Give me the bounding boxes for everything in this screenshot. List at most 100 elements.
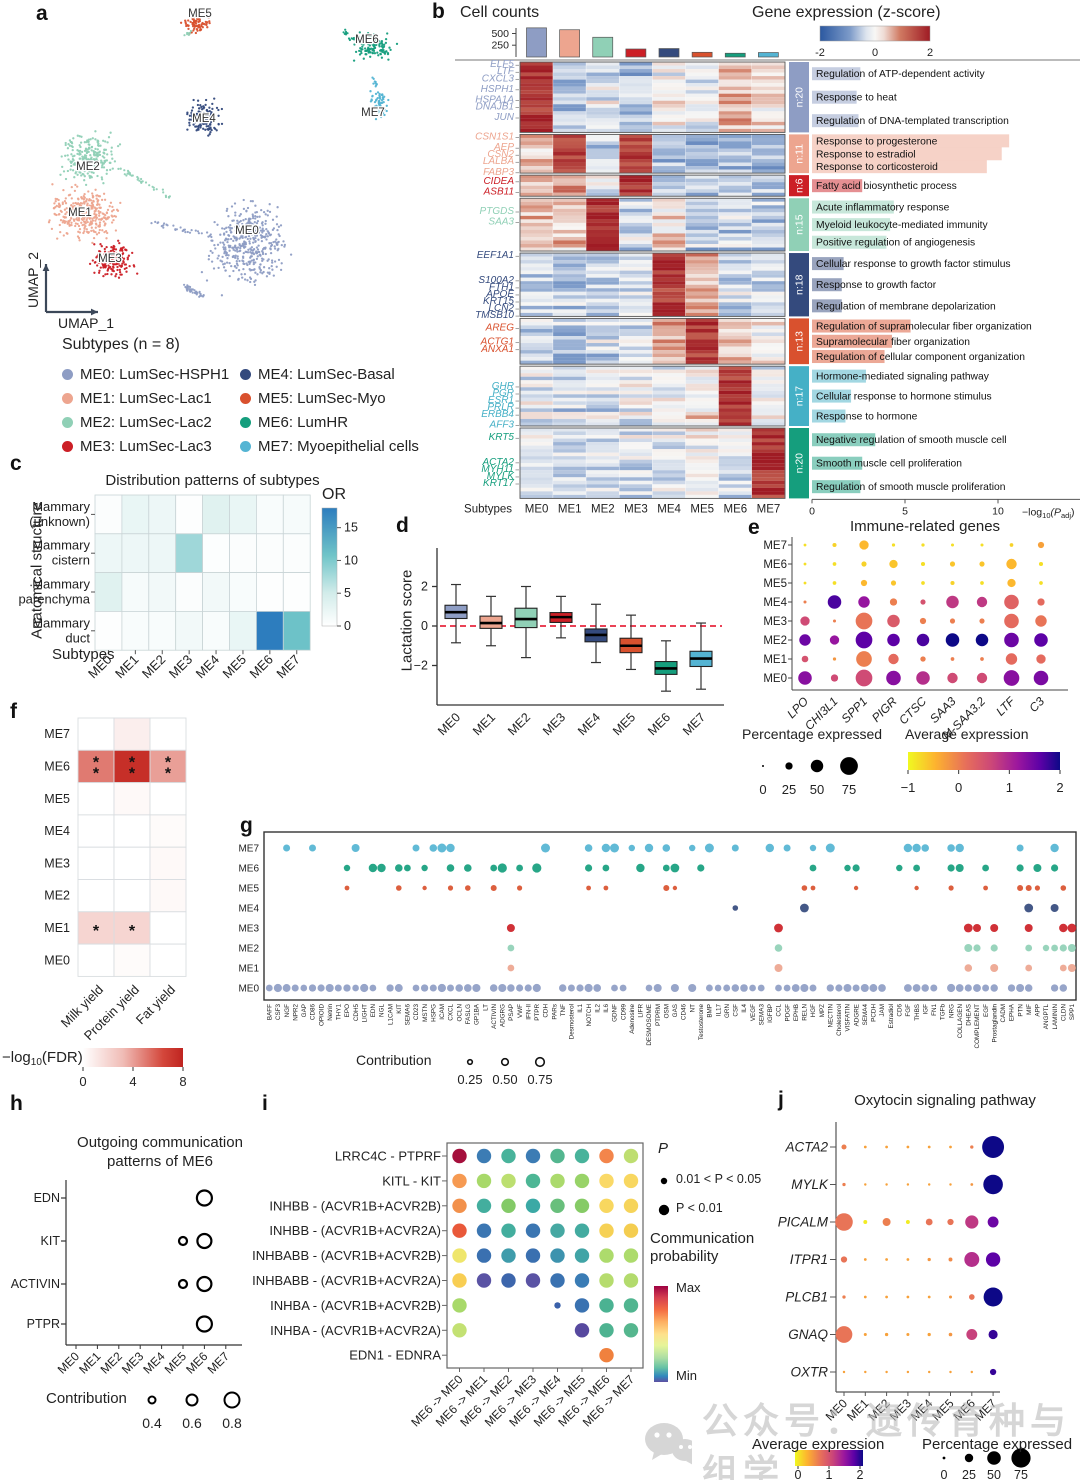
gene-col-label: CTSC bbox=[896, 694, 929, 727]
gene-label: S100A2 bbox=[478, 275, 514, 286]
me-col-label-j: ME2 bbox=[865, 1396, 893, 1424]
oxytocin-expression-dot bbox=[835, 1326, 853, 1343]
anatomy-row-label: Mammary bbox=[32, 538, 90, 553]
oxytocin-expression-dot bbox=[885, 1295, 888, 1299]
pathway-col-label: HSPG bbox=[430, 1004, 437, 1022]
oxytocin-expression-dot bbox=[906, 1258, 910, 1261]
contribution-dot bbox=[775, 984, 782, 992]
svg-text:ME7: ME7 bbox=[757, 503, 781, 515]
expression-dot bbox=[920, 599, 926, 605]
go-term-bar bbox=[812, 160, 987, 174]
contribution-dot bbox=[447, 885, 454, 891]
subtype-legend: Subtypes (n = 8) ME0: LumSec-HSPH1 ME1: L… bbox=[62, 336, 622, 458]
outgoing-contribution-dot bbox=[195, 1315, 213, 1333]
gene-label: HSPA1A bbox=[475, 94, 514, 105]
expression-dot bbox=[1007, 578, 1016, 588]
lr-pair-label: EDN1 - EDNRA bbox=[349, 1348, 441, 1363]
oxytocin-expression-dot bbox=[964, 1252, 980, 1267]
pattern-row-label: ACTIVIN bbox=[11, 1277, 60, 1291]
gene-label: CSN2 bbox=[487, 149, 514, 160]
oxytocin-expression-dot bbox=[988, 1329, 998, 1340]
svg-text:ME5: ME5 bbox=[690, 503, 714, 515]
contribution-dot bbox=[921, 844, 929, 852]
contribution-dot bbox=[990, 964, 999, 972]
panel-e-title: Immune-related genes bbox=[849, 518, 1001, 535]
avg-expression-legend-title-j: Average expression bbox=[752, 1436, 885, 1453]
contribution-dot bbox=[913, 864, 920, 872]
contribution-dot bbox=[714, 984, 722, 992]
umap-cluster-label: ME4 bbox=[192, 113, 216, 125]
contribution-dot bbox=[852, 984, 860, 992]
panel-i-dotplot: LRRC4C - PTPRF KITL - KIT INHBB - (ACVR1B+… bbox=[252, 1142, 670, 1430]
contribution-dot bbox=[395, 864, 403, 872]
box-category-label: ME6 bbox=[645, 710, 673, 738]
pathway-col-label: OCLN bbox=[456, 1004, 463, 1022]
or-heatmap-cell bbox=[148, 494, 177, 535]
go-term-label: Fatty acid biosynthetic process bbox=[816, 181, 957, 192]
go-term-label: Cellular response to hormone stimulus bbox=[816, 392, 992, 403]
cell-count-bar bbox=[559, 29, 580, 58]
contribution-dot bbox=[852, 864, 860, 872]
cell-count-bar bbox=[724, 52, 746, 58]
go-term-bar bbox=[812, 456, 863, 470]
me-row-label: ME6 bbox=[44, 759, 70, 773]
comm-prob-dot bbox=[476, 1223, 492, 1238]
block-n-strip bbox=[789, 318, 809, 365]
comm-prob-dot bbox=[501, 1273, 516, 1288]
contribution-dot bbox=[437, 843, 447, 853]
cell-count-bar bbox=[758, 52, 779, 58]
oxytocin-expression-dot bbox=[949, 1370, 952, 1374]
contribution-dot bbox=[517, 885, 523, 891]
pathway-col-label: CXCL bbox=[448, 1004, 455, 1021]
go-term-label: Response to progesterone bbox=[816, 136, 938, 147]
comm-prob-max-label: Max bbox=[676, 1280, 701, 1295]
subtype-legend-label: ME3: LumSec-Lac3 bbox=[80, 437, 212, 455]
box-category-label: ME0 bbox=[435, 710, 463, 738]
expression-dot bbox=[861, 561, 867, 567]
comm-prob-dot bbox=[476, 1173, 492, 1189]
comm-prob-dot bbox=[554, 1302, 561, 1309]
svg-text:50: 50 bbox=[810, 782, 824, 797]
block-n-strip bbox=[789, 175, 809, 197]
pathway-col-label: GAS bbox=[672, 1004, 679, 1017]
expression-dot bbox=[949, 561, 956, 567]
pattern-row-label: EDN bbox=[34, 1191, 60, 1205]
panel-b-letter: b bbox=[432, 0, 445, 23]
block-n-strip bbox=[789, 134, 809, 174]
contribution-dot bbox=[1016, 864, 1024, 872]
contribution-dot bbox=[603, 885, 609, 891]
go-term-bar bbox=[812, 319, 911, 333]
oxytocin-expression-dot bbox=[840, 1256, 848, 1263]
oxytocin-expression-dot bbox=[949, 1183, 952, 1186]
anatomy-row-label: duct bbox=[65, 630, 90, 645]
oxytocin-expression-dot bbox=[970, 1145, 974, 1149]
expression-dot bbox=[979, 561, 985, 567]
gene-label: AREG bbox=[485, 323, 515, 334]
oxytocin-expression-dot bbox=[927, 1295, 931, 1299]
comm-prob-dot bbox=[623, 1323, 639, 1338]
contribution-dot bbox=[1025, 944, 1033, 952]
pathway-col-label: IL6 bbox=[603, 1004, 610, 1013]
cell-count-bar bbox=[526, 27, 547, 58]
svg-text:5: 5 bbox=[902, 505, 908, 517]
panel-j-title: Oxytocin signaling pathway bbox=[854, 1092, 1036, 1109]
me-col-label-h: ME4 bbox=[140, 1349, 168, 1377]
svg-text:75: 75 bbox=[842, 782, 856, 797]
contribution-dot bbox=[774, 923, 783, 933]
gene-label: ESR1 bbox=[488, 395, 514, 406]
or-heatmap-cell bbox=[229, 533, 257, 573]
fdr-heatmap-cell bbox=[77, 943, 115, 977]
go-term-label: Positive regulation of angiogenesis bbox=[816, 238, 975, 249]
subtype-col-label: ME4 bbox=[193, 652, 223, 682]
oxytocin-expression-dot bbox=[842, 1370, 846, 1374]
me-row-label-g: ME0 bbox=[238, 984, 259, 995]
oxytocin-expression-dot bbox=[906, 1183, 910, 1186]
anatomy-row-label: parenchyma bbox=[18, 592, 90, 607]
contribution-dot bbox=[1025, 964, 1033, 972]
svg-text:0: 0 bbox=[421, 619, 428, 633]
fdr-heatmap-cell bbox=[77, 782, 115, 816]
contribution-dot bbox=[688, 983, 697, 993]
block-n-label: n:15 bbox=[794, 214, 806, 235]
oxytocin-expression-dot bbox=[864, 1370, 867, 1374]
